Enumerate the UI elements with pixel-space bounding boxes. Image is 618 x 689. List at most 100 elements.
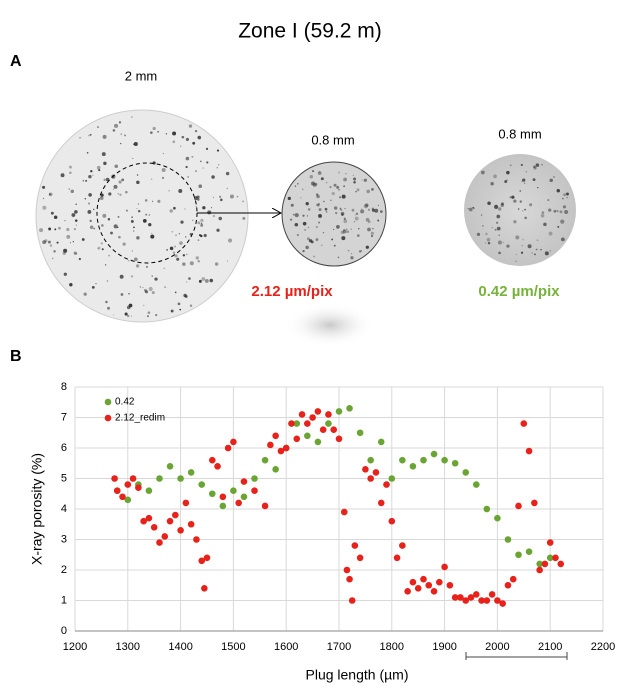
- speckle: [562, 197, 564, 200]
- data-point: [525, 447, 533, 455]
- data-point: [436, 578, 443, 586]
- speckle: [144, 290, 149, 294]
- data-point: [267, 441, 274, 449]
- speckle: [157, 199, 161, 203]
- data-point: [552, 554, 559, 562]
- speckle: [374, 208, 379, 213]
- speckle: [566, 196, 568, 199]
- data-point: [198, 557, 206, 565]
- speckle: [560, 219, 565, 224]
- speckle: [304, 228, 307, 231]
- speckle: [356, 188, 360, 192]
- speckle: [367, 208, 371, 211]
- speckle: [216, 228, 220, 232]
- speckle: [136, 174, 139, 176]
- speckle: [113, 188, 115, 191]
- x-tick-label: 1800: [380, 641, 404, 653]
- speckle: [513, 199, 517, 203]
- panel-label: A: [10, 53, 22, 70]
- y-axis-label: X-ray porosity (%): [29, 453, 45, 565]
- speckle: [53, 215, 58, 220]
- data-point: [124, 481, 132, 488]
- speckle: [358, 228, 360, 230]
- speckle: [506, 170, 510, 175]
- speckle: [185, 137, 190, 142]
- speckle: [79, 137, 81, 139]
- data-point: [314, 408, 322, 415]
- speckle: [218, 164, 220, 166]
- speckle: [124, 312, 128, 316]
- speckle: [154, 277, 158, 281]
- speckle: [209, 278, 214, 283]
- data-point: [282, 444, 290, 452]
- speckle: [214, 262, 219, 266]
- speckle: [548, 208, 552, 212]
- speckle: [150, 131, 153, 134]
- data-point: [425, 581, 433, 589]
- speckle: [113, 184, 118, 189]
- speckle: [110, 231, 113, 235]
- speckle: [165, 133, 168, 135]
- speckle: [524, 216, 527, 220]
- speckle: [312, 183, 317, 187]
- speckle: [370, 231, 374, 235]
- data-point: [420, 575, 427, 583]
- speckle: [204, 278, 209, 283]
- speckle: [145, 213, 148, 216]
- speckle: [543, 222, 547, 227]
- speckle: [122, 242, 126, 246]
- speckle: [521, 244, 523, 247]
- data-point: [472, 481, 480, 488]
- data-point: [193, 536, 200, 543]
- data-point: [515, 502, 522, 510]
- speckle: [307, 226, 310, 229]
- speckle: [242, 200, 245, 203]
- speckle: [352, 174, 354, 176]
- speckle: [305, 202, 309, 206]
- data-point: [499, 600, 506, 607]
- speckle: [197, 239, 200, 241]
- y-tick-label: 8: [61, 381, 67, 393]
- speckle: [487, 241, 491, 245]
- speckle: [540, 213, 545, 218]
- data-point: [298, 411, 306, 418]
- speckle: [97, 126, 99, 128]
- data-point: [272, 466, 279, 473]
- speckle: [119, 193, 122, 196]
- speckle: [90, 169, 93, 173]
- speckle: [524, 208, 526, 211]
- x-axis-label: Plug length (µm): [306, 667, 409, 683]
- speckle: [133, 226, 135, 229]
- data-point: [472, 591, 480, 598]
- speckle: [100, 193, 104, 197]
- speckle: [527, 244, 532, 249]
- speckle: [316, 203, 319, 207]
- speckle: [229, 194, 234, 199]
- speckle: [525, 171, 528, 173]
- speckle: [133, 230, 135, 232]
- speckle: [333, 206, 338, 210]
- speckle: [66, 234, 71, 239]
- speckle: [85, 179, 88, 182]
- speckle: [506, 244, 510, 248]
- speckle: [87, 210, 92, 214]
- speckle: [187, 176, 190, 178]
- data-point: [309, 414, 316, 421]
- speckle: [313, 255, 315, 258]
- speckle: [315, 225, 319, 229]
- speckle: [363, 178, 367, 182]
- speckle: [335, 211, 338, 215]
- speckle: [103, 178, 106, 182]
- speckle: [216, 166, 218, 169]
- speckle: [338, 171, 341, 174]
- speckle: [296, 233, 300, 237]
- data-point: [343, 566, 351, 574]
- speckle: [509, 195, 512, 199]
- data-point: [113, 487, 121, 495]
- speckle: [292, 213, 295, 216]
- y-tick-label: 6: [61, 442, 67, 454]
- speckle: [346, 230, 350, 234]
- speckle: [360, 209, 365, 214]
- data-point: [172, 511, 179, 519]
- speckle: [88, 193, 92, 197]
